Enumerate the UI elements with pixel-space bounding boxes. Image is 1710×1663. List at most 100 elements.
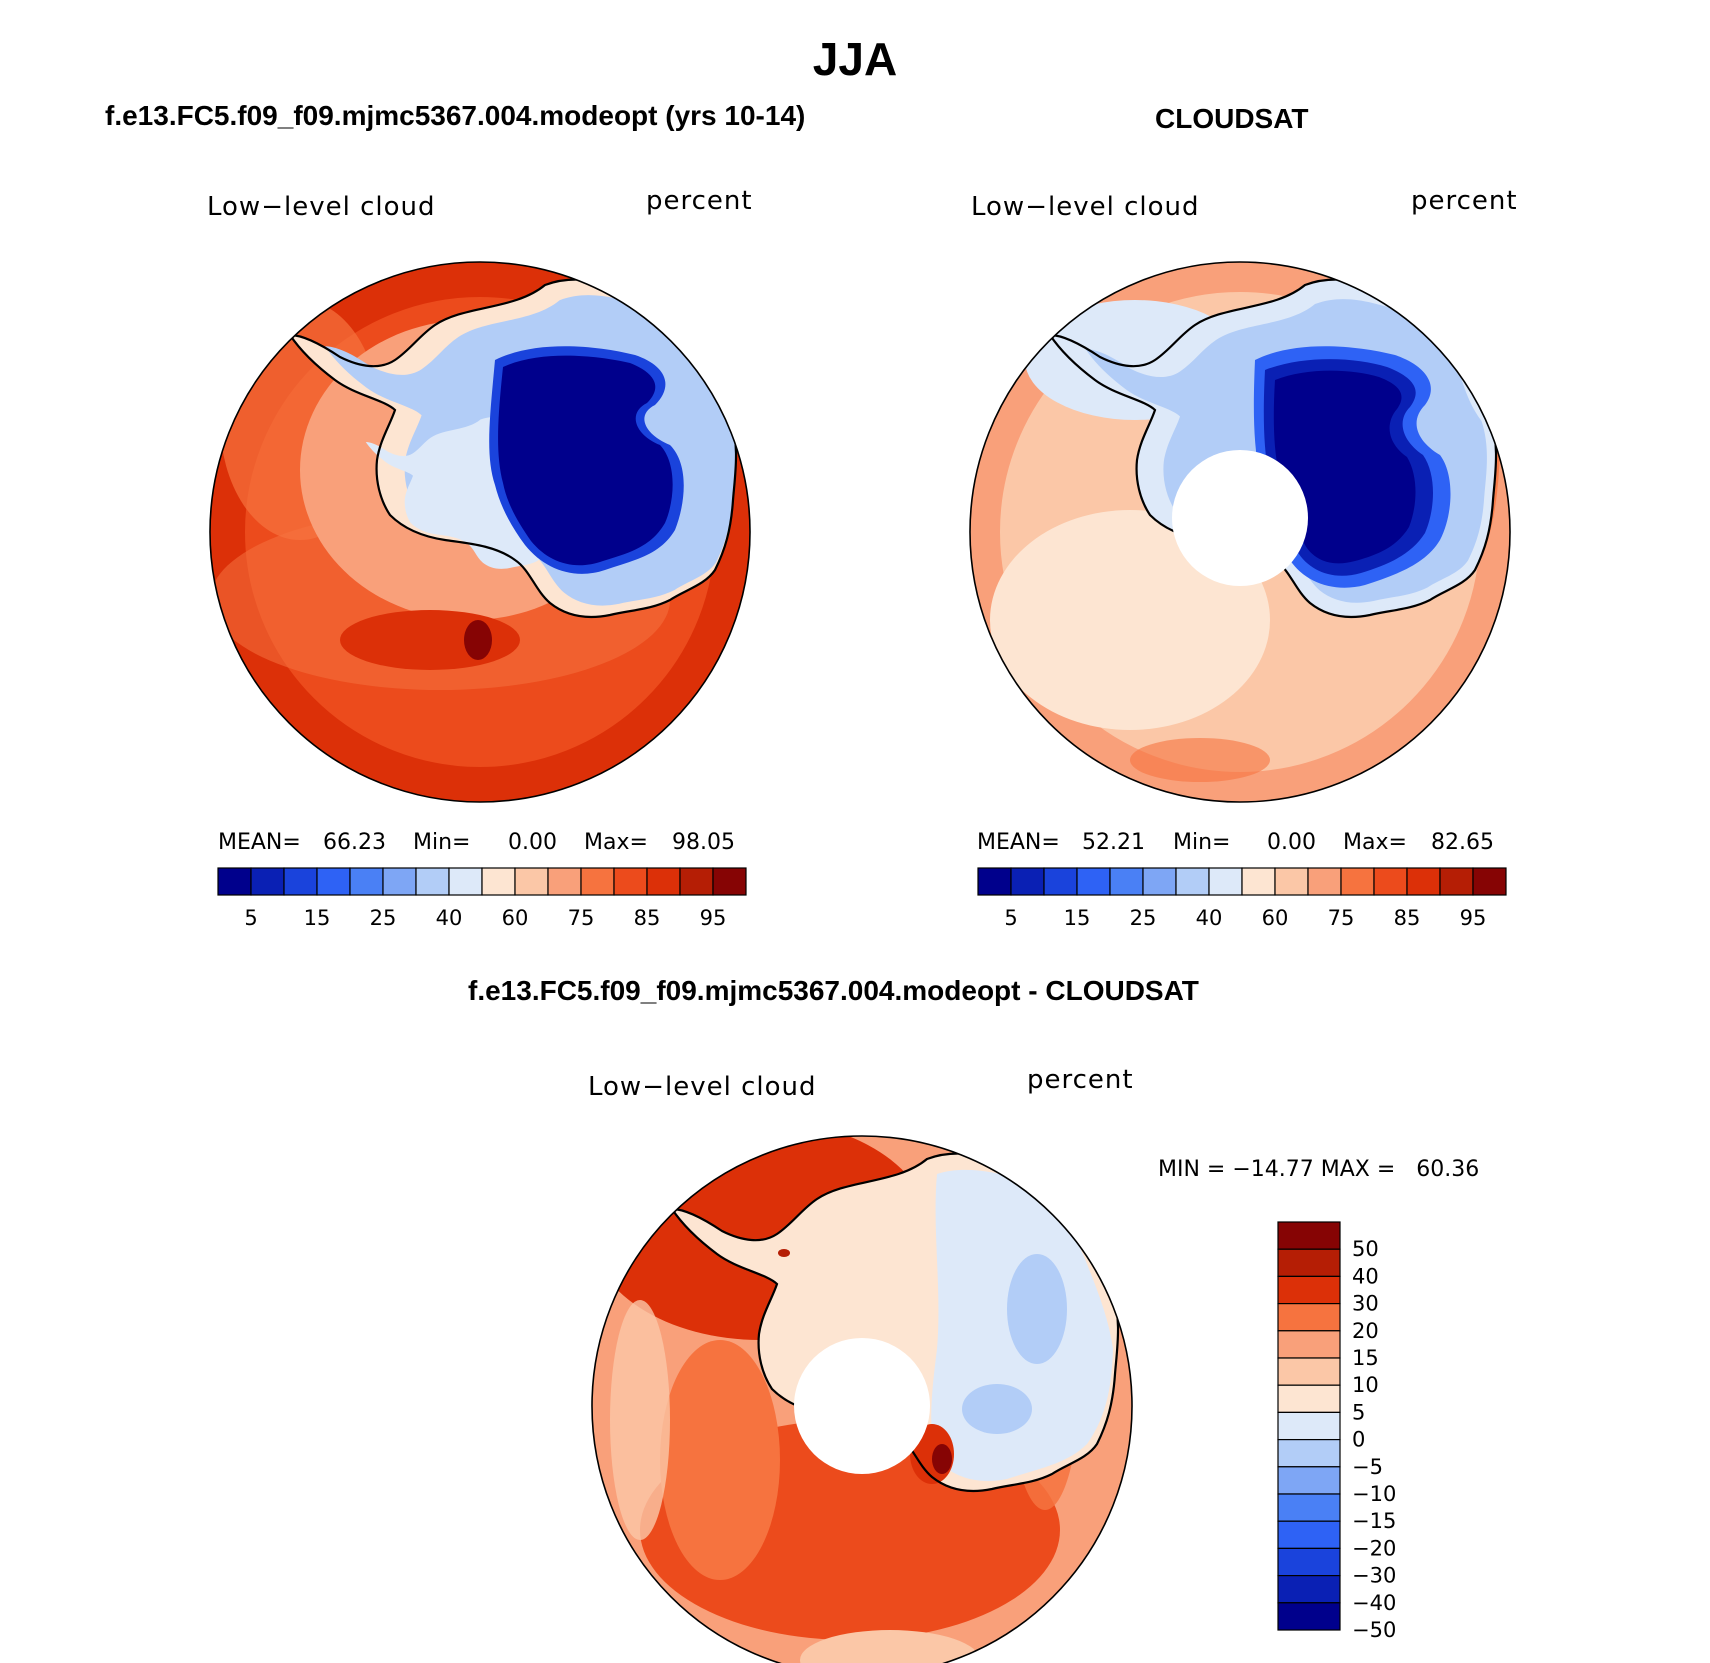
minmax-diff: MIN = −14.77 MAX = 60.36	[1158, 1157, 1480, 1182]
colorbar-obs-swatch	[977, 867, 1012, 896]
min-label-model: Min=	[413, 830, 471, 855]
colorbar-diff-tick-label: −15	[1352, 1509, 1396, 1533]
colorbar-diff-swatch	[1277, 1330, 1341, 1359]
min-label-obs: Min=	[1173, 830, 1231, 855]
map-panel-diff	[592, 1136, 1132, 1663]
colorbar-model-swatch	[349, 867, 384, 896]
colorbar-obs-swatch	[1340, 867, 1375, 896]
colorbar-model-swatch	[580, 867, 615, 896]
units-label-obs: percent	[1411, 186, 1518, 216]
map-border-diff	[591, 1135, 1133, 1663]
page-title: JJA	[812, 33, 898, 85]
colorbar-diff-swatch	[1277, 1221, 1341, 1250]
mean-value-obs: 52.21	[1082, 830, 1145, 855]
colorbar-obs-swatch	[1241, 867, 1276, 896]
colorbar-diff-tick-label: 40	[1352, 1264, 1379, 1288]
colorbar-diff-swatch	[1277, 1248, 1341, 1277]
colorbar-diff-swatch	[1277, 1384, 1341, 1413]
colorbar-model-tick-label: 5	[244, 906, 257, 930]
colorbar-diff-tick-label: −10	[1352, 1482, 1396, 1506]
mean-label-model: MEAN=	[218, 830, 301, 855]
colorbar-model-swatch	[250, 867, 285, 896]
panel-title-model: f.e13.FC5.f09_f09.mjmc5367.004.modeopt (…	[105, 100, 806, 131]
colorbar-obs-swatch	[1307, 867, 1342, 896]
colorbar-diff-swatch	[1277, 1493, 1341, 1522]
colorbar-model-tick-label: 15	[304, 906, 331, 930]
colorbar-obs-swatch	[1373, 867, 1408, 896]
colorbar-model-swatch	[613, 867, 648, 896]
colorbar-obs-tick-label: 85	[1394, 906, 1421, 930]
colorbar-diff-swatch	[1277, 1547, 1341, 1577]
colorbar-model-tick-label: 25	[370, 906, 397, 930]
colorbar-diff-swatch	[1277, 1411, 1341, 1441]
colorbar-obs-swatch	[1472, 867, 1507, 896]
colorbar-model-swatch	[415, 867, 450, 896]
colorbar-obs-tick-label: 5	[1004, 906, 1017, 930]
max-value-model: 98.05	[672, 830, 735, 855]
colorbar-diff-swatch	[1277, 1466, 1341, 1495]
colorbar-obs-swatch	[1109, 867, 1144, 896]
map-panel-obs	[970, 262, 1510, 802]
min-value-model: 0.00	[508, 830, 557, 855]
colorbar-diff-tick-label: −20	[1352, 1536, 1396, 1560]
map-panel-model	[210, 262, 750, 802]
colorbar-model-swatch	[514, 867, 549, 896]
colorbar-model-swatch	[316, 867, 351, 896]
colorbar-diff-tick-label: 30	[1352, 1292, 1379, 1316]
colorbar-diff-swatch	[1277, 1438, 1341, 1468]
units-label-model: percent	[646, 186, 753, 216]
colorbar-diff-tick-label: −5	[1352, 1455, 1383, 1479]
colorbar-model-swatch	[382, 867, 417, 896]
colorbar-diff-swatch	[1277, 1302, 1341, 1332]
colorbar-diff-tick-label: 50	[1352, 1237, 1379, 1261]
colorbar-obs-swatch	[1142, 867, 1177, 896]
colorbar-obs-tick-label: 75	[1328, 906, 1355, 930]
colorbar-model-tick-label: 75	[568, 906, 595, 930]
colorbar-model-swatch	[712, 867, 747, 896]
colorbar-obs-tick-label: 95	[1460, 906, 1487, 930]
mean-value-model: 66.23	[323, 830, 386, 855]
colorbar-model: 5 15 25 40 60 75 85 95	[217, 867, 747, 930]
colorbar-obs-swatch	[1208, 867, 1243, 896]
units-label-diff: percent	[1027, 1065, 1134, 1095]
colorbar-obs-swatch	[1175, 867, 1210, 896]
variable-label-obs: Low−level cloud	[971, 192, 1200, 222]
colorbar-model-swatch	[547, 867, 582, 896]
colorbar-model-swatch	[448, 867, 483, 896]
colorbar-diff-tick-label: −30	[1352, 1564, 1396, 1588]
colorbar-model-tick-label: 95	[700, 906, 727, 930]
colorbar-diff-tick-label: 15	[1352, 1346, 1379, 1370]
max-value-obs: 82.65	[1431, 830, 1494, 855]
colorbar-obs-swatch	[1439, 867, 1474, 896]
colorbar-model-tick-label: 85	[634, 906, 661, 930]
variable-label-diff: Low−level cloud	[588, 1072, 817, 1102]
colorbar-obs-swatch	[1076, 867, 1111, 896]
colorbar-diff-swatch	[1277, 1357, 1341, 1386]
colorbar-model-tick-label: 40	[436, 906, 463, 930]
colorbar-obs-swatch	[1010, 867, 1045, 896]
max-label-obs: Max=	[1343, 830, 1407, 855]
min-value-obs: 0.00	[1267, 830, 1316, 855]
colorbar-model-swatch	[679, 867, 714, 896]
map-border-model	[209, 261, 751, 803]
colorbar-obs-swatch	[1043, 867, 1078, 896]
colorbar-obs-tick-label: 40	[1196, 906, 1223, 930]
colorbar-diff-tick-label: 5	[1352, 1400, 1365, 1424]
colorbar-diff-swatch	[1277, 1574, 1341, 1604]
colorbar-diff-swatch	[1277, 1602, 1341, 1631]
colorbar-obs-tick-label: 15	[1064, 906, 1091, 930]
colorbar-diff-tick-label: 10	[1352, 1373, 1379, 1397]
colorbar-diff-swatch	[1277, 1520, 1341, 1549]
map-border-obs	[969, 261, 1511, 803]
colorbar-diff-tick-label: −40	[1352, 1591, 1396, 1615]
colorbar-model-swatch	[283, 867, 318, 896]
colorbar-diff-swatch	[1277, 1275, 1341, 1305]
colorbar-obs-tick-label: 60	[1262, 906, 1289, 930]
colorbar-obs: 5 15 25 40 60 75 85 95	[977, 867, 1507, 930]
colorbar-model-tick-label: 60	[502, 906, 529, 930]
panel-title-diff: f.e13.FC5.f09_f09.mjmc5367.004.modeopt -…	[468, 975, 1199, 1006]
panel-title-obs: CLOUDSAT	[1155, 103, 1309, 134]
mean-label-obs: MEAN=	[977, 830, 1060, 855]
